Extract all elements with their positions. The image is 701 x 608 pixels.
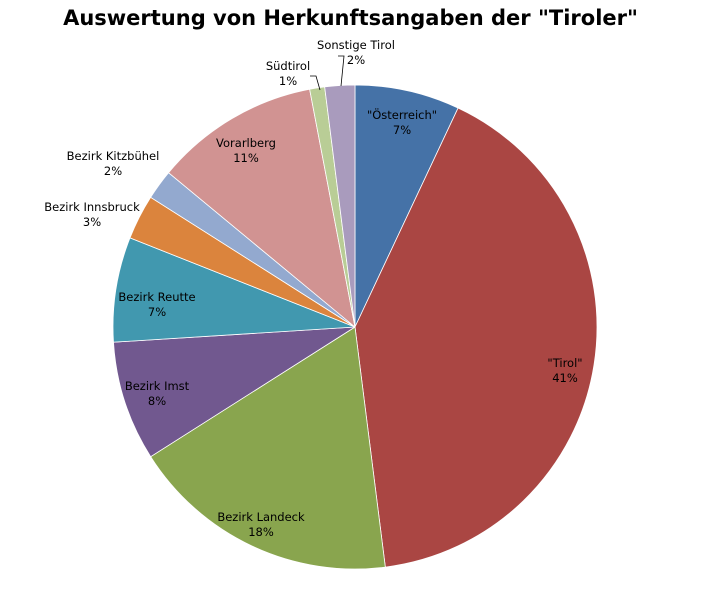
slice-label-name-0: "Österreich" xyxy=(367,106,437,122)
slice-label-1: "Tirol" 41% xyxy=(547,356,582,385)
slice-label-name-9: Sonstige Tirol xyxy=(317,38,395,52)
slice-label-4: Bezirk Reutte 7% xyxy=(118,290,195,319)
slice-label-name-7: Vorarlberg xyxy=(216,136,276,150)
slice-label-name-1: "Tirol" xyxy=(547,356,582,370)
pie-slice-9 xyxy=(324,84,356,328)
slice-label-name-6: Bezirk Kitzbühel xyxy=(67,149,160,163)
leader-line-9 xyxy=(338,55,345,87)
slice-label-name-8: Südtirol xyxy=(266,59,310,73)
pie-slice-1 xyxy=(354,107,598,568)
slice-label-pct-1: 41% xyxy=(552,371,578,385)
slice-label-name-2: Bezirk Landeck xyxy=(217,510,305,524)
slice-label-pct-2: 18% xyxy=(248,525,274,539)
slice-label-2: Bezirk Landeck 18% xyxy=(217,510,305,539)
pie-slice-0 xyxy=(354,84,459,328)
pie-slice-2 xyxy=(150,326,386,570)
slice-label-0: "Österreich" 7% xyxy=(367,106,437,137)
slice-label-pct-8: 1% xyxy=(279,74,297,88)
slice-label-name-5: Bezirk Innsbruck xyxy=(44,200,140,214)
slice-label-9: Sonstige Tirol 2% xyxy=(317,38,395,67)
slice-label-7: Vorarlberg 11% xyxy=(216,136,276,165)
leader-line-8 xyxy=(310,75,321,91)
pie-slice-7 xyxy=(167,88,356,329)
slice-label-pct-6: 2% xyxy=(104,164,122,178)
chart-title: Auswertung von Herkunftsangaben der "Tir… xyxy=(63,6,638,30)
slice-label-pct-4: 7% xyxy=(148,305,166,319)
pie-slice-4 xyxy=(112,237,356,343)
slice-label-name-3: Bezirk Imst xyxy=(125,379,190,393)
slice-label-pct-5: 3% xyxy=(83,215,101,229)
slice-label-6: Bezirk Kitzbühel 2% xyxy=(67,149,160,178)
slice-label-pct-3: 8% xyxy=(148,394,166,408)
slice-label-8: Südtirol 1% xyxy=(266,59,310,88)
slice-label-pct-0: 7% xyxy=(393,123,411,137)
slice-label-5: Bezirk Innsbruck 3% xyxy=(44,200,140,229)
pie-slice-3 xyxy=(113,326,356,458)
slice-label-3: Bezirk Imst 8% xyxy=(125,379,190,408)
slice-label-name-4: Bezirk Reutte xyxy=(118,290,195,304)
slice-label-pct-9: 2% xyxy=(347,53,365,67)
slice-label-pct-7: 11% xyxy=(233,151,259,165)
